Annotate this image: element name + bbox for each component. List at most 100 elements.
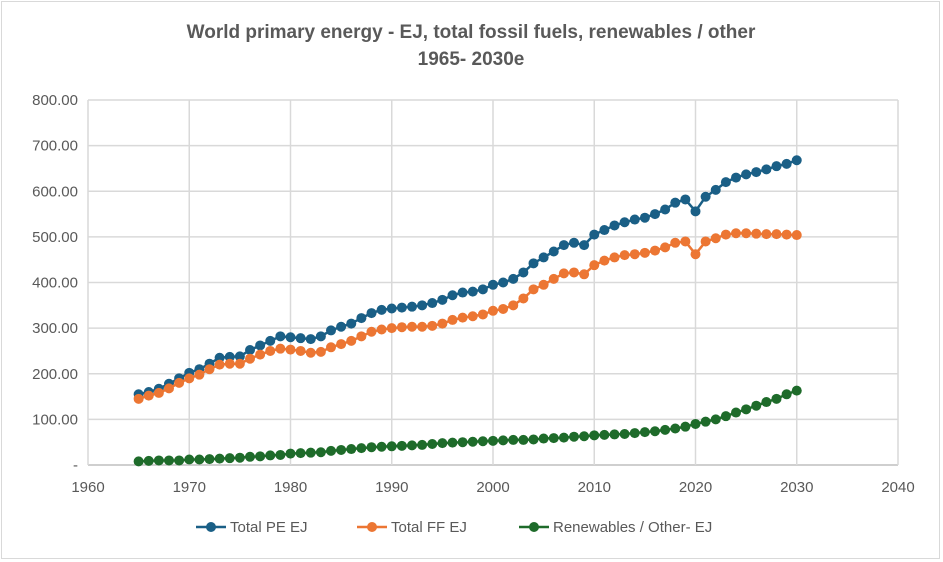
data-point xyxy=(670,237,681,248)
data-point xyxy=(366,308,377,319)
data-point xyxy=(366,442,377,453)
data-point xyxy=(214,453,225,464)
data-point xyxy=(295,448,306,459)
data-point xyxy=(346,444,357,455)
data-point xyxy=(629,249,640,260)
data-point xyxy=(548,273,559,284)
data-point xyxy=(275,343,286,354)
data-point xyxy=(326,325,336,336)
data-point xyxy=(558,240,569,251)
y-tick-label: 100.00 xyxy=(32,411,78,428)
data-point xyxy=(700,191,711,202)
data-point xyxy=(315,331,326,342)
data-point xyxy=(589,430,600,441)
data-point xyxy=(315,447,326,458)
data-point xyxy=(518,434,529,445)
data-point xyxy=(488,279,498,290)
data-point xyxy=(427,298,438,309)
data-point xyxy=(599,225,610,236)
data-point xyxy=(184,454,195,465)
data-point xyxy=(275,331,286,342)
legend-label: Renewables / Other- EJ xyxy=(553,519,712,536)
data-point xyxy=(467,436,478,447)
data-point xyxy=(599,429,610,440)
data-point xyxy=(579,240,590,251)
data-point xyxy=(204,364,215,375)
data-point xyxy=(457,437,468,448)
data-point xyxy=(234,452,245,463)
data-point xyxy=(396,440,407,451)
data-point xyxy=(639,427,650,438)
data-point xyxy=(781,158,792,169)
data-point xyxy=(285,448,296,459)
data-point xyxy=(650,426,660,437)
data-point xyxy=(498,435,509,446)
x-tick-label: 2030 xyxy=(780,479,813,496)
data-point xyxy=(245,345,255,356)
data-point xyxy=(720,411,731,422)
data-point xyxy=(670,423,681,434)
data-point xyxy=(771,229,782,240)
data-point xyxy=(386,303,397,314)
data-point xyxy=(326,445,336,456)
y-tick-label: 200.00 xyxy=(32,366,78,383)
data-point xyxy=(224,453,235,464)
data-point xyxy=(265,450,276,461)
data-point xyxy=(731,172,741,183)
data-point xyxy=(690,206,701,217)
data-point xyxy=(579,431,590,442)
data-point xyxy=(741,169,752,180)
data-point xyxy=(407,301,417,312)
data-point xyxy=(528,258,539,269)
data-point xyxy=(356,331,367,342)
data-point xyxy=(396,302,407,313)
data-point xyxy=(650,209,660,220)
data-point xyxy=(245,353,255,364)
data-point xyxy=(498,303,509,314)
data-point xyxy=(407,440,417,451)
data-point xyxy=(761,164,772,175)
data-point xyxy=(528,434,539,445)
series-2 xyxy=(133,385,802,467)
data-point xyxy=(366,326,377,337)
data-point xyxy=(336,339,347,350)
data-point xyxy=(427,320,438,331)
data-point xyxy=(265,345,276,356)
data-point xyxy=(538,433,549,444)
data-point xyxy=(761,397,772,408)
data-point xyxy=(781,229,792,240)
tick-labels: - 100.00 200.00 300.00 400.00 500.00 600.00 700… xyxy=(32,92,915,496)
data-point xyxy=(619,428,630,439)
data-point xyxy=(528,284,539,295)
data-point xyxy=(548,246,559,257)
data-point xyxy=(700,236,711,247)
data-point xyxy=(386,323,397,334)
data-point xyxy=(204,454,215,465)
legend-marker xyxy=(206,522,216,532)
data-point xyxy=(285,332,296,343)
data-point xyxy=(619,217,630,228)
data-point xyxy=(153,455,164,466)
data-point xyxy=(174,455,185,466)
data-point xyxy=(710,414,721,425)
data-point xyxy=(518,267,529,278)
data-point xyxy=(660,242,671,253)
data-point xyxy=(184,373,195,384)
data-point xyxy=(245,451,255,462)
data-point xyxy=(781,389,792,400)
data-point xyxy=(417,321,428,332)
data-point xyxy=(305,334,316,345)
series-0 xyxy=(133,155,802,400)
data-point xyxy=(791,230,802,241)
data-point xyxy=(417,439,428,450)
y-tick-label: 600.00 xyxy=(32,183,78,200)
legend-marker xyxy=(367,522,377,532)
data-point xyxy=(639,247,650,258)
data-point xyxy=(326,342,336,353)
data-point xyxy=(660,424,671,435)
data-point xyxy=(639,212,650,223)
data-point xyxy=(346,318,357,329)
data-point xyxy=(771,161,782,172)
data-point xyxy=(407,321,417,332)
data-point xyxy=(234,358,245,369)
